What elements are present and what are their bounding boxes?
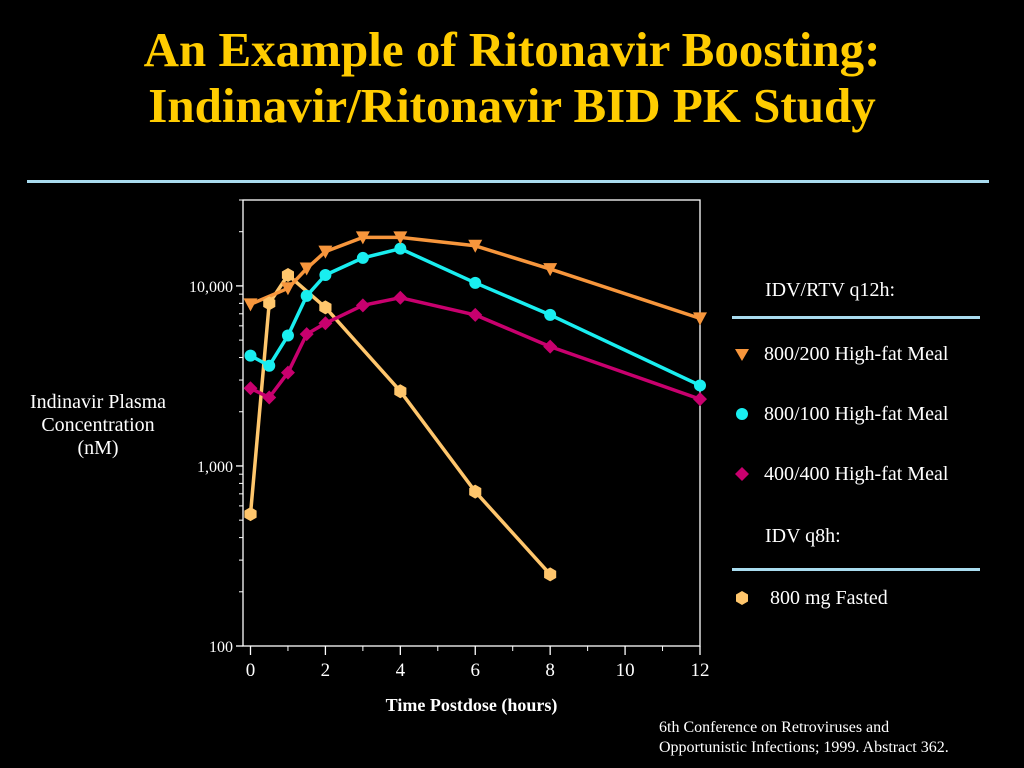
- data-point: [693, 392, 707, 407]
- legend-label: 800 mg Fasted: [770, 586, 888, 609]
- data-point: [355, 298, 370, 313]
- legend-item-800-fasted: 800 mg Fasted: [734, 585, 888, 611]
- data-point: [469, 276, 482, 289]
- data-point: [543, 339, 558, 354]
- data-point: [299, 262, 314, 276]
- data-point: [468, 239, 483, 253]
- hexagon-icon: [736, 591, 748, 605]
- x-tick-label: 6: [470, 660, 480, 681]
- title-line-1: An Example of Ritonavir Boosting:: [143, 22, 881, 77]
- data-point: [263, 359, 276, 372]
- data-point: [319, 268, 332, 281]
- data-point: [693, 312, 707, 326]
- data-point: [319, 300, 332, 315]
- data-point: [244, 349, 257, 362]
- legend-item-800-100: 800/100 High-fat Meal: [734, 401, 948, 427]
- data-point: [300, 289, 313, 302]
- data-point: [318, 316, 333, 331]
- x-tick-label: 2: [321, 660, 331, 681]
- data-point: [299, 327, 314, 342]
- data-point: [281, 268, 294, 282]
- data-point: [393, 231, 408, 245]
- data-point: [544, 308, 557, 321]
- data-point: [355, 231, 370, 245]
- legend-item-800-200: 800/200 High-fat Meal: [734, 341, 948, 367]
- y-axis-label: Indinavir Plasma Concentration (nM): [29, 391, 167, 459]
- series-line: [249, 246, 701, 387]
- x-tick-label: 0: [246, 660, 256, 681]
- legend-divider-1: [732, 316, 980, 319]
- triangle-down-icon: [735, 349, 749, 361]
- data-point: [543, 263, 558, 277]
- data-point: [263, 296, 276, 311]
- legend-item-400-400: 400/400 High-fat Meal: [734, 461, 948, 487]
- footnote-line-1: 6th Conference on Retroviruses and: [659, 719, 890, 736]
- circle-icon: [736, 408, 748, 420]
- title-line-2: Indinavir/Ritonavir BID PK Study: [148, 78, 876, 133]
- footnote-line-2: Opportunistic Infections; 1999. Abstract…: [659, 739, 949, 756]
- y-tick-label: 100: [209, 639, 233, 656]
- x-tick-label: 4: [396, 660, 406, 681]
- data-point: [244, 507, 257, 522]
- x-tick-label: 8: [545, 660, 555, 681]
- x-axis-label: Time Postdose (hours): [386, 695, 558, 716]
- legend-label: 800/200 High-fat Meal: [764, 342, 949, 365]
- legend-label: 400/400 High-fat Meal: [764, 462, 949, 485]
- data-point: [356, 251, 369, 264]
- slide-title: An Example of Ritonavir Boosting: Indina…: [0, 22, 1024, 134]
- diamond-icon: [735, 467, 749, 481]
- citation-footnote: 6th Conference on Retroviruses and Oppor…: [659, 718, 1024, 758]
- data-point: [243, 381, 258, 396]
- legend-heading-q12h: IDV/RTV q12h:: [765, 279, 896, 301]
- data-point: [262, 390, 277, 405]
- data-point: [544, 567, 557, 582]
- legend-divider-2: [732, 568, 980, 571]
- data-point: [280, 282, 295, 296]
- y-tick-label: 1,000: [197, 459, 233, 476]
- data-point: [694, 379, 706, 392]
- data-point: [280, 365, 295, 380]
- y-tick-label: 10,000: [189, 279, 233, 296]
- legend-heading-q8h: IDV q8h:: [765, 525, 841, 547]
- data-point: [468, 307, 483, 322]
- title-divider: [27, 180, 989, 183]
- series-line: [249, 295, 701, 401]
- x-tick-label: 12: [691, 660, 710, 681]
- plot-frame: [242, 199, 701, 647]
- data-point: [243, 298, 258, 312]
- data-point: [318, 245, 333, 259]
- data-point: [393, 290, 408, 305]
- data-point: [394, 242, 407, 255]
- data-point: [469, 484, 482, 499]
- data-point: [281, 329, 294, 342]
- data-point: [394, 384, 407, 399]
- x-tick-label: 10: [616, 660, 635, 681]
- legend-label: 800/100 High-fat Meal: [764, 402, 949, 425]
